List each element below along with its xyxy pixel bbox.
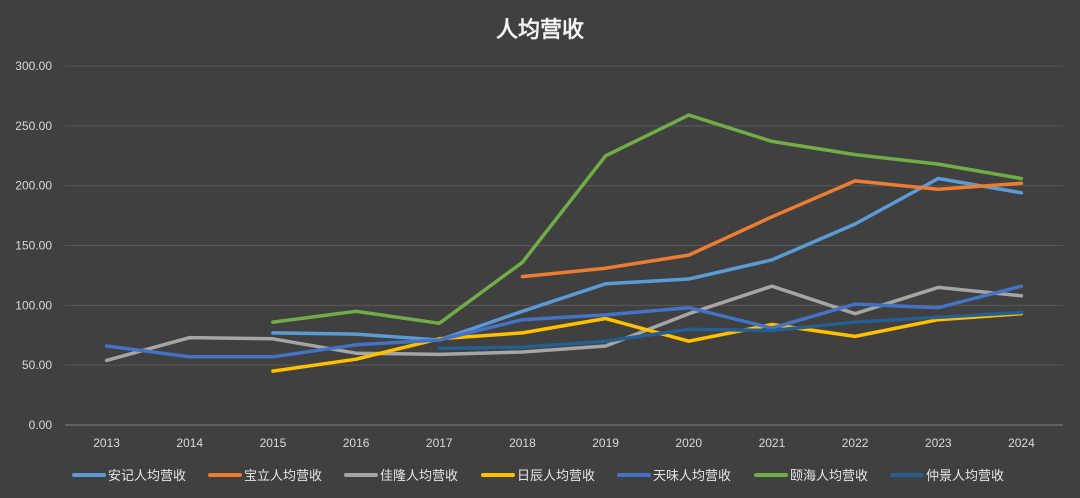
series-line-4 (104, 284, 1024, 359)
x-axis-tick-labels: 2013 2014 2015 2016 2017 2018 2019 2020 2021 2022… (93, 436, 1035, 450)
gridlines (65, 65, 1063, 426)
series-line-5 (271, 113, 1024, 326)
legend-label: 日辰人均营收 (517, 469, 595, 484)
x-tick-label: 2014 (176, 436, 203, 450)
y-tick-label: 50.00 (22, 358, 52, 372)
x-tick-label: 2020 (675, 436, 702, 450)
x-tick-label: 2016 (343, 436, 370, 450)
legend-label: 天味人均营收 (653, 469, 731, 484)
legend-label: 佳隆人均营收 (380, 469, 458, 484)
legend: 安记人均营收 宝立人均营收 佳隆人均营收 日辰人均营收 天味人均营收 颐海人均营收 仲景人均… (72, 469, 1004, 484)
x-tick-label: 2021 (759, 436, 786, 450)
y-tick-label: 200.00 (15, 179, 52, 193)
series-line-2 (104, 284, 1024, 363)
x-tick-label: 2019 (592, 436, 619, 450)
x-tick-label: 2022 (842, 436, 869, 450)
series-line-0 (271, 176, 1024, 342)
series-line-6 (437, 310, 1024, 351)
legend-label: 安记人均营收 (108, 469, 186, 484)
x-tick-label: 2024 (1008, 436, 1035, 450)
y-tick-label: 100.00 (15, 298, 52, 312)
y-axis-tick-labels: 0.00 50.00 100.00 150.00 200.00 250.00 300.00 (15, 59, 52, 432)
series-line-1 (520, 179, 1024, 279)
x-tick-label: 2023 (925, 436, 952, 450)
series-line-3 (271, 311, 1024, 373)
legend-label: 宝立人均营收 (244, 469, 322, 484)
y-tick-label: 250.00 (15, 119, 52, 133)
legend-label: 颐海人均营收 (790, 469, 868, 484)
y-tick-label: 0.00 (29, 418, 53, 432)
series-lines (104, 113, 1024, 373)
y-tick-label: 150.00 (15, 239, 52, 253)
x-tick-label: 2013 (93, 436, 120, 450)
x-tick-label: 2018 (509, 436, 536, 450)
y-tick-label: 300.00 (15, 59, 52, 73)
x-tick-label: 2017 (426, 436, 453, 450)
legend-label: 仲景人均营收 (926, 469, 1004, 484)
x-tick-label: 2015 (260, 436, 287, 450)
chart-title: 人均营收 (496, 17, 584, 43)
